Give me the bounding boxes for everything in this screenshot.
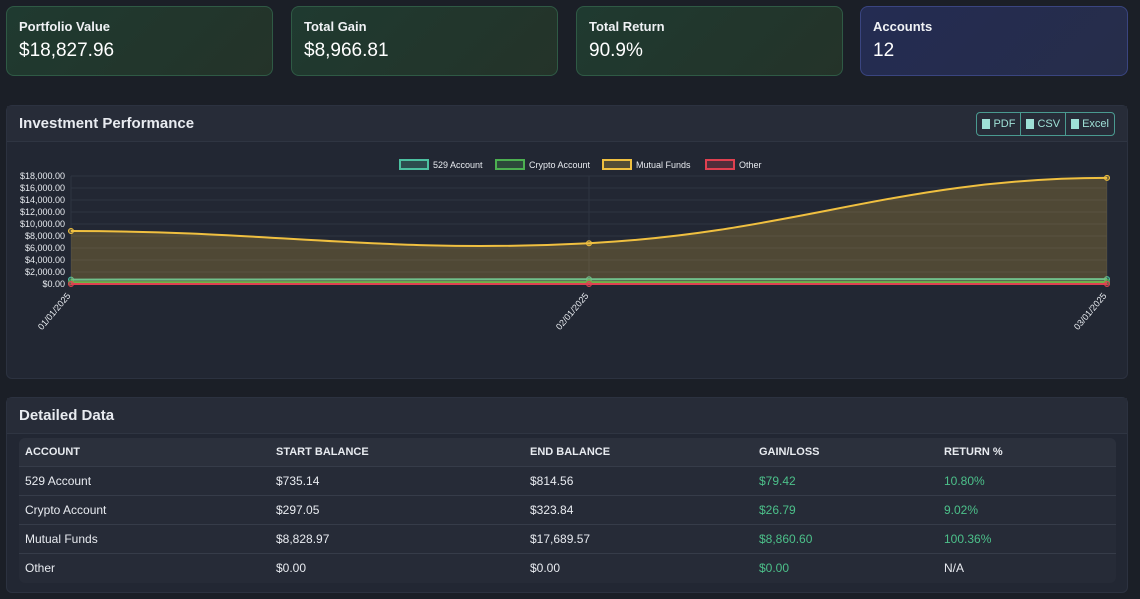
panel-title: Investment Performance [7,106,1127,142]
data-point [1104,281,1110,287]
card-title: Total Gain [304,19,367,34]
table-cell: $814.56 [524,466,753,496]
performance-panel: Investment Performance PDF CSV Excel $0.… [6,105,1128,379]
label: PDF [993,118,1016,130]
y-tick-label: $18,000.00 [20,171,65,181]
data-point [586,281,592,287]
table-cell: $17,689.57 [524,524,753,554]
card-value: 12 [873,40,895,61]
label: CSV [1037,118,1061,130]
table-cell: $0.00 [270,553,524,583]
legend-swatch [602,159,632,170]
table-cell: 100.36% [938,524,1116,554]
table-row: Other $0.00 $0.00 $0.00 N/A [19,553,1116,583]
legend-label: Crypto Account [529,160,591,170]
card-accounts: Accounts 12 [860,6,1128,76]
y-tick-label: $6,000.00 [25,243,65,253]
y-tick-label: $0.00 [42,279,65,289]
legend-label: Other [739,160,762,170]
table-cell: $297.05 [270,495,524,525]
table-cell: N/A [938,553,1116,583]
table-cell: $26.79 [753,495,938,525]
table-cell: $79.42 [753,466,938,496]
y-tick-label: $14,000.00 [20,195,65,205]
detail-table: ACCOUNT START BALANCE END BALANCE GAIN/LOSS… [19,438,1116,583]
legend-swatch [399,159,429,170]
detail-panel: Detailed Data ACCOUNT START BALANCE END BA… [6,397,1128,593]
card-value: 90.9% [589,40,643,61]
x-tick-label: 03/01/2025 [1072,291,1109,332]
table-cell: $8,828.97 [270,524,524,554]
x-tick-label: 01/01/2025 [36,291,73,332]
data-point [68,228,74,235]
y-tick-label: $10,000.00 [20,219,65,229]
export-pdf-button[interactable]: PDF [977,113,1022,135]
export-buttons: PDF CSV Excel [976,112,1115,136]
legend-swatch [705,159,735,170]
card-portfolio-value: Portfolio Value $18,827.96 [6,6,273,76]
table-cell: Crypto Account [19,495,270,525]
panel-title: Detailed Data [7,398,1127,434]
data-point [1104,174,1110,181]
y-tick-label: $12,000.00 [20,207,65,217]
y-tick-label: $16,000.00 [20,183,65,193]
series-line [70,176,1108,248]
file-pdf-icon [982,119,991,129]
card-total-gain: Total Gain $8,966.81 [291,6,558,76]
table-cell: 9.02% [938,495,1116,525]
column-header: ACCOUNT [19,438,270,467]
column-header: RETURN % [938,438,1116,467]
card-title: Accounts [873,19,933,34]
table-cell: $735.14 [270,466,524,496]
performance-chart: $0.00 $2,000.00 $4,000.00 $6,000.00 $8,000.0… [20,159,1110,332]
card-title: Portfolio Value [19,19,111,34]
export-excel-button[interactable]: Excel [1066,113,1114,135]
table-cell: 529 Account [19,466,270,496]
series-area [71,177,1107,284]
legend-label: Mutual Funds [636,160,691,170]
table-cell: $0.00 [524,553,753,583]
file-csv-icon [1026,119,1035,129]
file-excel-icon [1071,119,1080,129]
export-csv-button[interactable]: CSV [1021,113,1067,135]
data-point [68,281,74,287]
column-header: GAIN/LOSS [753,438,938,467]
label: Excel [1082,118,1109,130]
card-value: $8,966.81 [304,40,389,61]
card-value: $18,827.96 [19,40,115,61]
table-row: 529 Account $735.14 $814.56 $79.42 10.80% [19,466,1116,496]
x-tick-label: 02/01/2025 [554,291,591,332]
card-title: Total Return [589,19,665,34]
table-row: Crypto Account $297.05 $323.84 $26.79 9.02% [19,495,1116,525]
table-cell: Other [19,553,270,583]
table-cell: 10.80% [938,466,1116,496]
y-tick-label: $2,000.00 [25,267,65,277]
data-point [586,240,592,247]
table-row: Mutual Funds $8,828.97 $17,689.57 $8,860.60… [19,524,1116,554]
table-cell: Mutual Funds [19,524,270,554]
column-header: END BALANCE [524,438,753,467]
table-cell: $323.84 [524,495,753,525]
y-tick-label: $8,000.00 [25,231,65,241]
legend-label: 529 Account [433,160,483,170]
column-header: START BALANCE [270,438,524,467]
card-total-return: Total Return 90.9% [576,6,843,76]
table-cell: $8,860.60 [753,524,938,554]
legend-swatch [495,159,525,170]
table-cell: $0.00 [753,553,938,583]
y-tick-label: $4,000.00 [25,255,65,265]
